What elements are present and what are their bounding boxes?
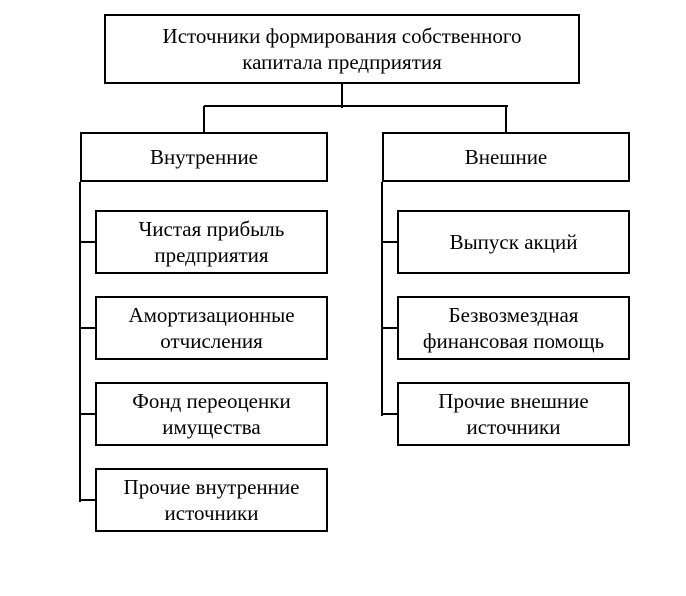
leaf-label: Чистая прибыль предприятия <box>139 216 285 269</box>
leaf-node: Амортизационные отчисления <box>95 296 328 360</box>
root-node: Источники формирования собственного капи… <box>104 14 580 84</box>
leaf-label: Безвозмездная финансовая помощь <box>423 302 604 355</box>
leaf-label: Прочие внутренние источники <box>124 474 300 527</box>
branch-header-external: Внешние <box>382 132 630 182</box>
branch-header-internal: Внутренние <box>80 132 328 182</box>
leaf-node: Выпуск акций <box>397 210 630 274</box>
branch-header-label: Внешние <box>465 144 548 170</box>
leaf-label: Прочие внешние источники <box>438 388 588 441</box>
diagram-canvas: Источники формирования собственного капи… <box>0 0 686 596</box>
leaf-label: Фонд переоценки имущества <box>132 388 290 441</box>
leaf-label: Выпуск акций <box>450 229 578 255</box>
leaf-node: Безвозмездная финансовая помощь <box>397 296 630 360</box>
leaf-node: Чистая прибыль предприятия <box>95 210 328 274</box>
leaf-label: Амортизационные отчисления <box>128 302 294 355</box>
leaf-node: Фонд переоценки имущества <box>95 382 328 446</box>
branch-header-label: Внутренние <box>150 144 258 170</box>
leaf-node: Прочие внешние источники <box>397 382 630 446</box>
root-label: Источники формирования собственного капи… <box>163 23 522 76</box>
leaf-node: Прочие внутренние источники <box>95 468 328 532</box>
